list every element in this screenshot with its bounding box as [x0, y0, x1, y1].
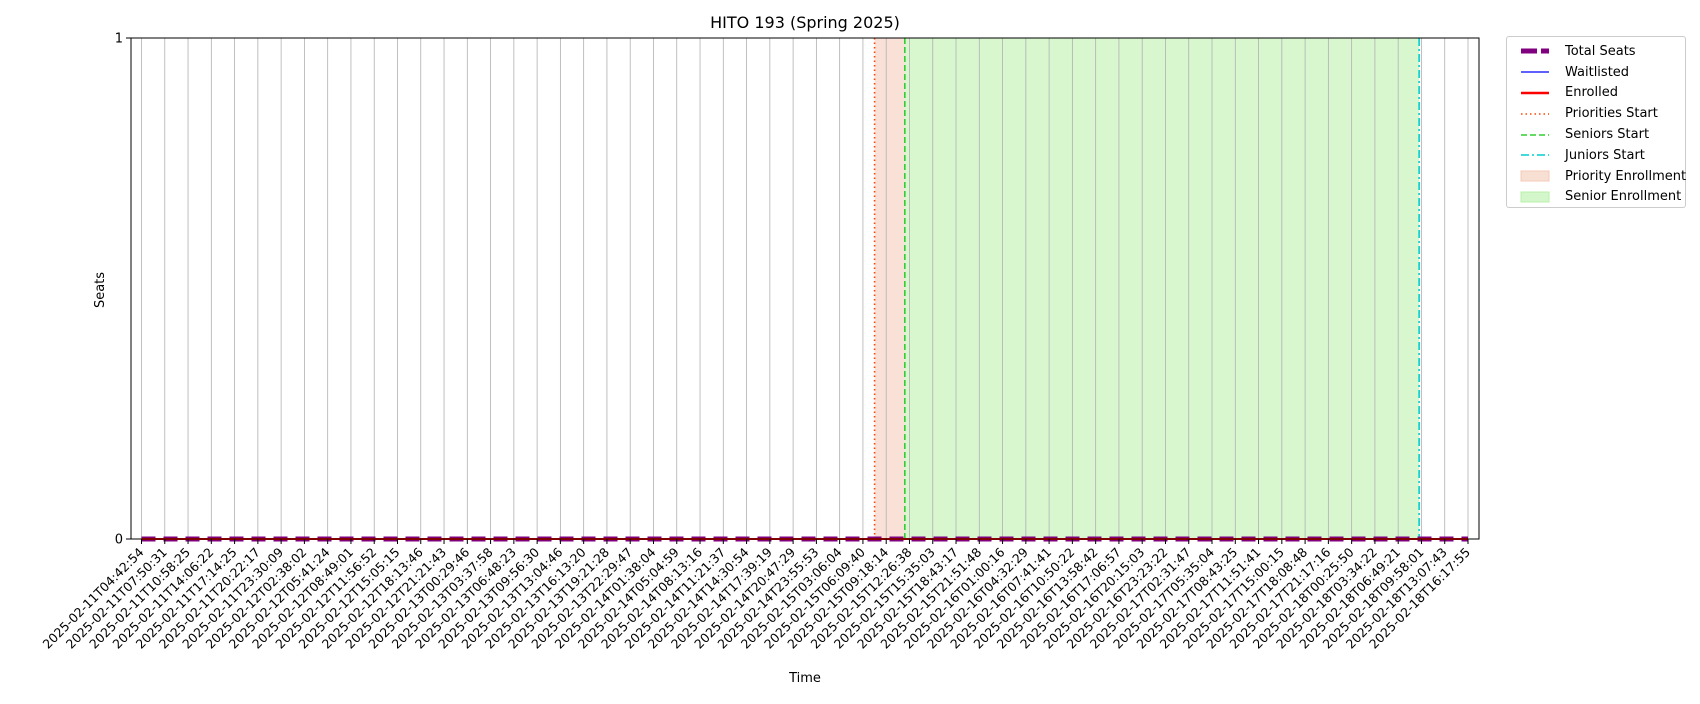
shaded-region-senior-enrollment	[904, 38, 1420, 539]
legend-swatch	[1515, 108, 1555, 120]
legend-label: Priority Enrollment	[1565, 168, 1687, 184]
legend-label: Senior Enrollment	[1565, 189, 1682, 205]
legend-label: Enrolled	[1565, 85, 1618, 101]
legend-label: Priorities Start	[1565, 106, 1658, 122]
legend-swatch	[1515, 45, 1555, 57]
legend-item: Seniors Start	[1507, 124, 1685, 145]
legend-label: Seniors Start	[1565, 127, 1650, 143]
legend: Total Seats Waitlisted Enrolled Priorities …	[1506, 36, 1686, 208]
legend-item: Total Seats	[1507, 41, 1685, 62]
legend-label: Juniors Start	[1565, 147, 1645, 163]
legend-swatch	[1515, 191, 1555, 203]
legend-item: Juniors Start	[1507, 145, 1685, 166]
legend-label: Waitlisted	[1565, 64, 1630, 80]
y-axis-label: Seats	[93, 272, 108, 308]
shaded-region-priority-enrollment	[874, 38, 905, 539]
x-axis-label: Time	[788, 671, 821, 686]
plot-frame	[130, 37, 1480, 540]
y-tick-label: 1	[115, 32, 123, 47]
legend-item: Senior Enrollment	[1507, 187, 1685, 208]
legend-swatch	[1515, 170, 1555, 182]
legend-swatch	[1515, 66, 1555, 78]
legend-item: Priority Enrollment	[1507, 166, 1687, 187]
legend-swatch	[1515, 149, 1555, 161]
legend-swatch	[1515, 87, 1555, 99]
legend-item: Enrolled	[1507, 83, 1685, 104]
chart-title: HITO 193 (Spring 2025)	[710, 13, 900, 32]
y-tick-label: 0	[115, 533, 123, 548]
legend-item: Waitlisted	[1507, 62, 1685, 83]
legend-label: Total Seats	[1565, 43, 1636, 59]
legend-swatch	[1515, 129, 1555, 141]
legend-item: Priorities Start	[1507, 103, 1685, 124]
